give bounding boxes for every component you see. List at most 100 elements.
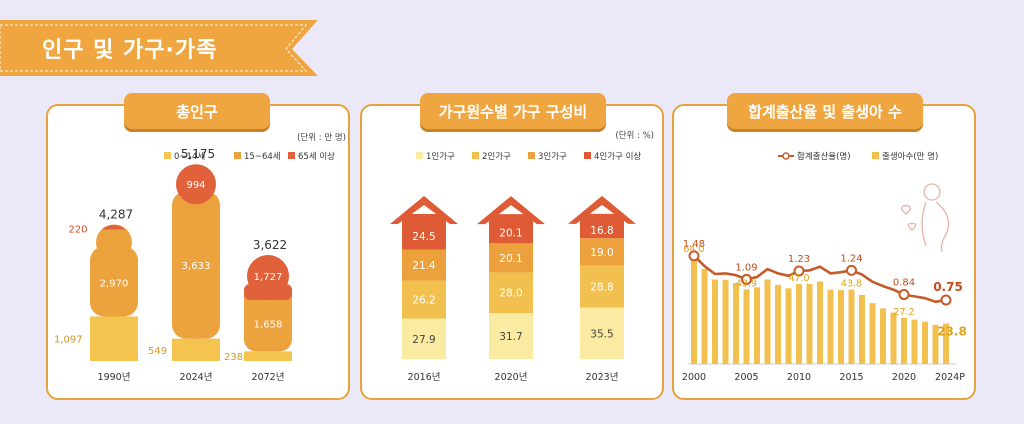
legend-label: 0~14세 [174,152,205,162]
fertility-panel: 합계출산율(명) 출생아수(만 명) 1.48 64.0 1.09 43.9 1.23 47.… [672,104,976,400]
household-bar-segment [402,249,446,281]
tfr-marker [793,265,805,277]
legend-swatch [164,152,171,159]
population-segment-15-64 [172,191,220,339]
total-label: 3,622 [253,238,287,252]
household-bar-segment [580,213,624,239]
legend-label: 4인가구 이상 [594,151,641,162]
household-bar-segment [402,318,446,359]
value-label: 20.1 [499,228,522,240]
birth-bar [922,321,928,364]
population-segment-65plus [176,164,216,205]
value-label: 24.5 [412,231,435,243]
x-tick-label: 2024P [935,372,965,383]
household-chart: (단위 : %) 1인가구 2인가구 3인가구 4인가구 이상 27.9 26.2 21.4 2… [390,130,654,383]
fertility-title: 합계출산율 및 출생아 수 [727,93,923,129]
birth-bar [817,281,823,364]
legend-label: 15~64세 [244,152,281,162]
value-label: 31.7 [499,331,522,343]
population-segment-15-64 [244,284,292,352]
population-panel: (단위 : 만 명) 0~14세 15~64세 65세 이상 2,970 220 1,097… [46,104,350,400]
household-bar-segment [402,280,446,319]
birth-bar [838,290,844,364]
birth-bar [911,319,918,364]
value-label-15-64: 3,633 [182,261,211,272]
category-label: 2016년 [408,372,441,383]
value-label: 35.5 [590,328,613,340]
category-label: 2020년 [495,372,528,383]
household-bar-segment [580,265,624,308]
tfr-marker [898,289,910,301]
unit-note: (단위 : 만 명) [297,132,346,143]
population-segment-65plus [247,255,289,298]
tfr-value-label: 1.23 [788,254,810,265]
birth-bar [890,312,897,364]
birth-bar [869,303,876,364]
population-segment-0-14 [90,316,138,361]
x-tick-label: 2020 [892,372,916,383]
tfr-marker [688,250,700,262]
value-label: 28.0 [499,288,522,300]
household-bar-segment [489,214,533,244]
household-bar-segment [489,243,533,273]
birth-bar [733,282,739,364]
x-tick-label: 2015 [839,372,863,383]
population-chart: (단위 : 만 명) 0~14세 15~64세 65세 이상 2,970 220 1,097… [54,132,346,383]
legend-swatch [528,152,535,159]
value-label: 28.8 [590,282,613,294]
roof-icon [390,196,458,224]
household-panel: (단위 : %) 1인가구 2인가구 3인가구 4인가구 이상 27.9 26.2 21.4 2… [360,104,664,400]
legend-swatch [872,152,879,159]
household-title: 가구원수별 가구 구성비 [420,93,606,129]
birth-value-label: 47.0 [788,273,809,284]
birth-bar [691,255,697,364]
birth-bar [848,289,855,364]
household-bar-segment [580,238,624,266]
legend-swatch [234,152,241,159]
birth-bar [859,294,865,364]
population-segment-15-64 [90,246,138,317]
legend-label: 출생아수(만 명) [882,151,938,162]
value-label-65plus: 220 [68,224,87,235]
legend-swatch [472,152,479,159]
birth-bar [806,283,813,364]
tfr-value-label: 0.84 [893,278,915,289]
value-label-0-14: 238 [224,352,243,363]
birth-bar [785,288,792,364]
tfr-marker [940,294,952,306]
x-tick-label: 2005 [734,372,758,383]
birth-bar [764,279,771,364]
birth-bar [880,308,886,364]
population-segment-0-14 [172,338,220,361]
tfr-marker [846,264,857,276]
legend-label: 1인가구 [426,151,455,162]
birth-value-label: 27.2 [893,307,914,318]
section-title: 인구 및 가구·가족 [42,38,218,63]
category-label: 2023년 [586,372,619,383]
tfr-value-label: 0.75 [933,280,963,294]
value-label-65plus: 1,727 [254,272,283,283]
pregnant-woman-icon [901,183,950,253]
birth-bar [932,324,939,364]
birth-bar [754,287,760,364]
value-label: 19.0 [590,247,613,259]
legend-swatch [584,152,591,159]
value-label-15-64: 1,658 [254,320,283,331]
category-label: 2024년 [180,372,213,383]
birth-bar [827,289,834,364]
total-label: 5,175 [181,147,215,161]
tfr-value-label: 1.24 [840,253,862,264]
birth-bar [901,317,907,364]
birth-value-label: 64.0 [683,244,704,255]
legend-swatch [288,152,295,159]
birth-value-label: 23.8 [937,325,967,339]
legend-swatch [416,152,423,159]
total-label: 4,287 [99,207,133,221]
household-bar-segment [402,214,446,250]
population-segment-0-14 [244,351,292,361]
birth-bar [775,284,781,364]
population-segment-65plus [102,224,126,230]
birth-bar [943,323,949,364]
legend-label: 65세 이상 [298,151,335,162]
